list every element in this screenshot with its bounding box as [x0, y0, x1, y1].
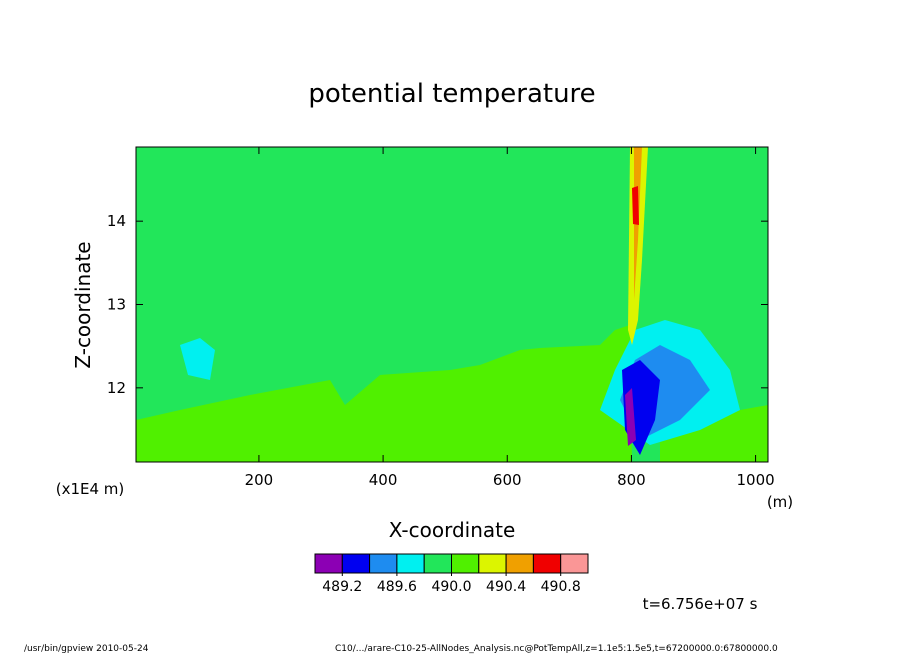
field-region — [625, 388, 636, 446]
x-tick-label: 400 — [369, 471, 398, 489]
chart-title: potential temperature — [308, 79, 595, 109]
x-tick-label: 1000 — [736, 471, 774, 489]
x-axis-label: X-coordinate — [389, 518, 516, 542]
footer-left: /usr/bin/gpview 2010-05-24 — [24, 644, 149, 654]
colorbar-box — [369, 553, 398, 574]
colorbar-box — [451, 553, 480, 574]
colorbar-label: 489.6 — [377, 579, 417, 595]
time-annotation: t=6.756e+07 s — [643, 595, 758, 613]
colorbar-box — [532, 553, 562, 574]
y-unit: (x1E4 m) — [56, 480, 125, 498]
y-tick-label: 12 — [107, 379, 126, 397]
colorbar-box — [396, 553, 425, 574]
field-region — [136, 325, 632, 462]
y-axis-label: Z-coordinate — [71, 241, 95, 368]
colorbar-box — [341, 553, 371, 574]
colorbar-label: 490.4 — [486, 579, 526, 595]
field-region — [180, 338, 215, 380]
colorbar-box — [314, 553, 343, 574]
colorbar-box — [560, 553, 589, 574]
colorbar-label: 490.0 — [431, 579, 471, 595]
colorbar-label: 490.8 — [541, 579, 581, 595]
colorbar-box — [423, 553, 453, 574]
field-region — [632, 186, 639, 225]
x-unit: (m) — [767, 493, 793, 511]
colorbar-label: 489.2 — [322, 579, 362, 595]
contour-field — [136, 147, 768, 462]
footer-right: C10/.../arare-C10-25-AllNodes_Analysis.n… — [335, 644, 778, 654]
colorbar-box — [478, 553, 507, 574]
x-tick-label: 600 — [493, 471, 522, 489]
x-tick-label: 800 — [617, 471, 646, 489]
colorbar-box — [505, 553, 534, 574]
y-tick-label: 13 — [107, 296, 126, 314]
y-tick-label: 14 — [107, 212, 126, 230]
x-tick-label: 200 — [245, 471, 274, 489]
